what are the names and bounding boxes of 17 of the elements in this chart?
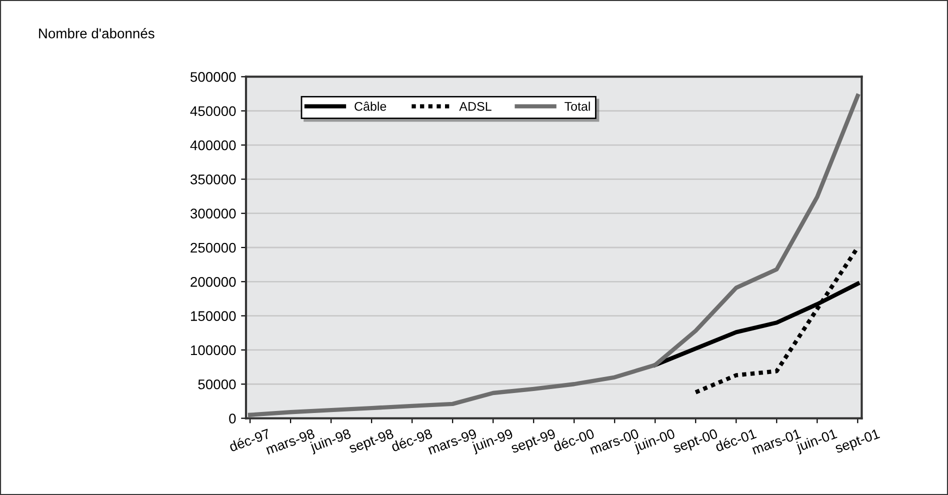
y-tick-label: 150000 <box>191 311 236 321</box>
y-tick-label: 450000 <box>190 106 236 116</box>
y-tick-label: 500000 <box>190 72 236 82</box>
legend-label: ADSL <box>459 102 492 111</box>
y-axis-title: Nombre d'abonnés <box>39 28 154 38</box>
y-tick-label: 350000 <box>190 174 236 184</box>
line-series <box>248 94 860 417</box>
x-tick-label: sept-01 <box>834 428 882 456</box>
y-tick-label: 300000 <box>190 208 236 219</box>
y-tick-label: 250000 <box>190 242 236 253</box>
y-tick-label: 0 <box>229 414 236 424</box>
y-tick-label: 400000 <box>190 140 236 150</box>
y-tick-label: 100000 <box>191 345 236 356</box>
y-tick-label: 200000 <box>190 276 236 287</box>
y-tick-label: 50000 <box>198 379 236 390</box>
legend-label: Total <box>564 102 590 111</box>
legend-label: Câble <box>354 102 386 111</box>
